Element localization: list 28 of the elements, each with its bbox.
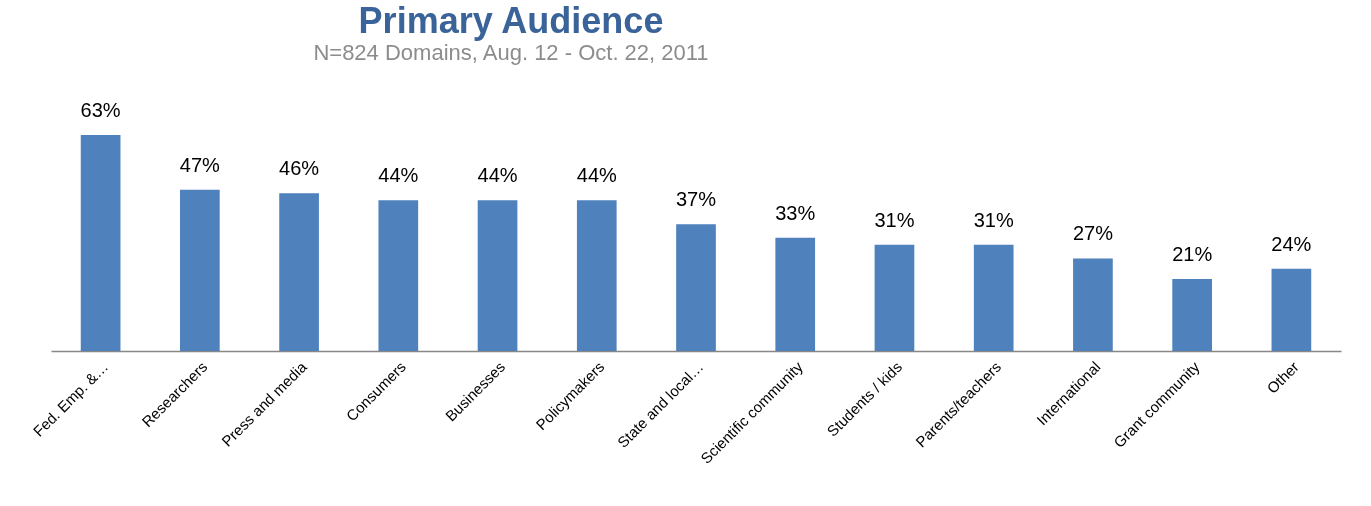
data-label: 46% bbox=[279, 157, 320, 180]
bar bbox=[477, 200, 518, 351]
bar bbox=[775, 237, 816, 351]
bar bbox=[1073, 258, 1113, 351]
data-label: 37% bbox=[675, 188, 717, 211]
bar bbox=[80, 135, 121, 351]
chart-subtitle: N=824 Domains, Aug. 12 - Oct. 22, 2011 bbox=[313, 40, 709, 65]
data-label: 31% bbox=[874, 208, 915, 231]
bar bbox=[1271, 268, 1312, 351]
chart-title: Primary Audience bbox=[358, 0, 664, 41]
data-label: 44% bbox=[576, 164, 617, 187]
bar bbox=[378, 200, 419, 351]
bar bbox=[676, 224, 716, 351]
data-label: 44% bbox=[378, 164, 419, 187]
bar bbox=[576, 200, 617, 351]
bar bbox=[279, 193, 319, 351]
bar bbox=[874, 244, 915, 351]
bar bbox=[1172, 279, 1212, 351]
data-label: 63% bbox=[80, 99, 121, 121]
data-label: 44% bbox=[477, 164, 518, 187]
data-label: 24% bbox=[1271, 232, 1312, 255]
data-label: 21% bbox=[1172, 243, 1213, 265]
bar bbox=[180, 189, 220, 351]
data-label: 27% bbox=[1072, 222, 1114, 245]
data-label: 31% bbox=[973, 208, 1014, 231]
bar bbox=[973, 244, 1014, 351]
data-label: 47% bbox=[179, 153, 221, 176]
data-label: 33% bbox=[775, 201, 816, 224]
